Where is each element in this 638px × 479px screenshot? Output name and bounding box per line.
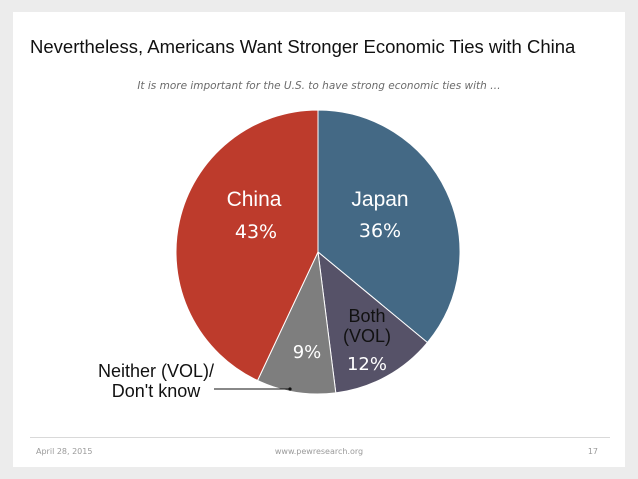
pie-slices (175, 109, 461, 395)
slice-label-japan: Japan (351, 188, 408, 211)
footer-date: April 28, 2015 (36, 447, 93, 456)
slice-label-neither-vol-don-t-know: Neither (VOL)/Don't know (98, 361, 214, 401)
slice-value-japan: 36% (359, 220, 401, 242)
chart-title: Nevertheless, Americans Want Stronger Ec… (30, 36, 576, 57)
footer-divider (30, 437, 610, 438)
slice-value-neither-vol-don-t-know: 9% (293, 342, 322, 363)
slice-value-both-vol: 12% (347, 354, 387, 375)
slice-label-china: China (227, 188, 282, 211)
pie-slice-china (175, 109, 319, 382)
chart-subtitle: It is more important for the U.S. to hav… (137, 80, 501, 92)
slice-value-china: 43% (235, 221, 277, 243)
slice-label-both-vol: Both (VOL) (343, 306, 391, 346)
pie-labels: Japan 36% Both (VOL) 12% Neither (VOL)/Don't … (98, 188, 409, 401)
footer-url: www.pewresearch.org (274, 447, 364, 456)
pie-slice-japan (317, 109, 461, 344)
pie-slice-both-vol (317, 250, 429, 394)
leader-line-dot (288, 387, 292, 391)
footer-page-number: 17 (587, 447, 598, 456)
pie-slice-neither-vol-don-t-know (256, 250, 337, 395)
